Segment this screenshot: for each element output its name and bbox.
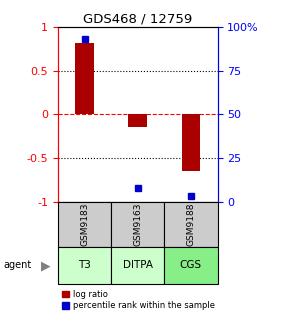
Text: GSM9188: GSM9188 (186, 203, 195, 246)
Bar (58, 202, 111, 247)
Text: ▶: ▶ (41, 259, 50, 272)
Text: GSM9183: GSM9183 (80, 203, 89, 246)
Legend: log ratio, percentile rank within the sample: log ratio, percentile rank within the sa… (62, 290, 215, 310)
Text: CGS: CGS (180, 260, 202, 270)
Bar (111, 247, 164, 284)
Title: GDS468 / 12759: GDS468 / 12759 (83, 13, 192, 26)
Bar (182, 114, 200, 171)
Bar (75, 43, 94, 114)
Bar (164, 247, 218, 284)
Bar (128, 114, 147, 127)
Text: GSM9163: GSM9163 (133, 203, 142, 246)
Bar (164, 202, 218, 247)
Text: T3: T3 (78, 260, 91, 270)
Text: DITPA: DITPA (123, 260, 153, 270)
Text: agent: agent (3, 260, 31, 270)
Bar (111, 202, 164, 247)
Bar (58, 247, 111, 284)
